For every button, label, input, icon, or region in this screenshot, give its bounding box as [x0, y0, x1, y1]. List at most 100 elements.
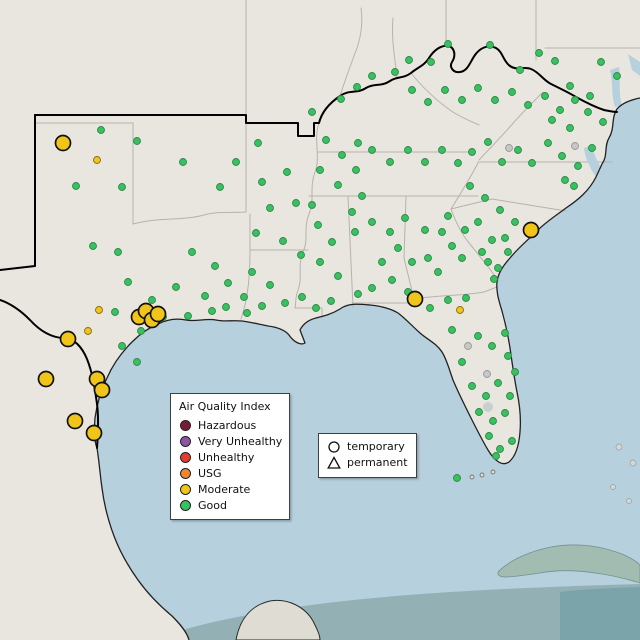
- monitor-dot-good[interactable]: [458, 358, 466, 366]
- monitor-dot-good[interactable]: [421, 158, 429, 166]
- monitor-dot-good[interactable]: [266, 204, 274, 212]
- monitor-dot-good[interactable]: [172, 283, 180, 291]
- monitor-dot-good[interactable]: [137, 327, 145, 335]
- monitor-dot-good[interactable]: [613, 72, 621, 80]
- monitor-dot-good[interactable]: [386, 158, 394, 166]
- monitor-dot-unknown[interactable]: [483, 370, 491, 378]
- monitor-dot-moderate-temporary[interactable]: [66, 412, 84, 430]
- monitor-dot-good[interactable]: [222, 303, 230, 311]
- monitor-dot-good[interactable]: [351, 228, 359, 236]
- monitor-dot-good[interactable]: [570, 182, 578, 190]
- monitor-dot-good[interactable]: [133, 358, 141, 366]
- monitor-dot-good[interactable]: [358, 192, 366, 200]
- monitor-dot-good[interactable]: [496, 206, 504, 214]
- monitor-dot-good[interactable]: [584, 108, 592, 116]
- monitor-dot-good[interactable]: [308, 201, 316, 209]
- monitor-dot-good[interactable]: [597, 58, 605, 66]
- monitor-dot-good[interactable]: [216, 183, 224, 191]
- monitor-dot-good[interactable]: [184, 312, 192, 320]
- monitor-dot-good[interactable]: [224, 279, 232, 287]
- monitor-dot-moderate-temporary[interactable]: [37, 370, 55, 388]
- monitor-dot-good[interactable]: [118, 183, 126, 191]
- monitor-dot-good[interactable]: [586, 92, 594, 100]
- monitor-dot-unknown[interactable]: [505, 144, 513, 152]
- monitor-dot-moderate-temporary[interactable]: [406, 290, 424, 308]
- monitor-dot-good[interactable]: [118, 342, 126, 350]
- monitor-dot-good[interactable]: [201, 292, 209, 300]
- monitor-dot-moderate[interactable]: [84, 327, 92, 335]
- monitor-dot-good[interactable]: [501, 234, 509, 242]
- monitor-dot-good[interactable]: [297, 251, 305, 259]
- monitor-dot-good[interactable]: [462, 294, 470, 302]
- monitor-dot-good[interactable]: [266, 281, 274, 289]
- monitor-dot-good[interactable]: [458, 96, 466, 104]
- monitor-dot-good[interactable]: [243, 309, 251, 317]
- monitor-dot-good[interactable]: [516, 66, 524, 74]
- monitor-dot-good[interactable]: [444, 296, 452, 304]
- monitor-dot-unknown[interactable]: [464, 342, 472, 350]
- monitor-dot-good[interactable]: [448, 242, 456, 250]
- monitor-dot-good[interactable]: [421, 226, 429, 234]
- monitor-dot-good[interactable]: [316, 258, 324, 266]
- monitor-dot-good[interactable]: [292, 199, 300, 207]
- monitor-dot-good[interactable]: [438, 146, 446, 154]
- monitor-dot-good[interactable]: [474, 84, 482, 92]
- monitor-dot-good[interactable]: [111, 308, 119, 316]
- monitor-dot-good[interactable]: [334, 272, 342, 280]
- monitor-dot-moderate[interactable]: [93, 156, 101, 164]
- monitor-dot-good[interactable]: [511, 218, 519, 226]
- monitor-dot-good[interactable]: [454, 159, 462, 167]
- monitor-dot-good[interactable]: [322, 136, 330, 144]
- monitor-dot-good[interactable]: [426, 304, 434, 312]
- monitor-dot-good[interactable]: [441, 86, 449, 94]
- monitor-dot-good[interactable]: [558, 152, 566, 160]
- monitor-dot-good[interactable]: [504, 248, 512, 256]
- monitor-dot-moderate[interactable]: [456, 306, 464, 314]
- monitor-dot-good[interactable]: [316, 166, 324, 174]
- monitor-dot-good[interactable]: [232, 158, 240, 166]
- monitor-dot-good[interactable]: [434, 268, 442, 276]
- monitor-dot-good[interactable]: [312, 304, 320, 312]
- monitor-dot-good[interactable]: [535, 49, 543, 57]
- monitor-dot-good[interactable]: [248, 268, 256, 276]
- monitor-dot-good[interactable]: [258, 178, 266, 186]
- monitor-dot-good[interactable]: [453, 474, 461, 482]
- monitor-dot-good[interactable]: [484, 258, 492, 266]
- monitor-dot-good[interactable]: [338, 151, 346, 159]
- monitor-dot-good[interactable]: [444, 212, 452, 220]
- monitor-dot-good[interactable]: [378, 258, 386, 266]
- data-points-layer[interactable]: [37, 40, 621, 482]
- monitor-dot-good[interactable]: [308, 108, 316, 116]
- monitor-dot-moderate-temporary[interactable]: [54, 134, 72, 152]
- monitor-dot-good[interactable]: [494, 264, 502, 272]
- monitor-dot-good[interactable]: [566, 82, 574, 90]
- monitor-dot-good[interactable]: [179, 158, 187, 166]
- monitor-dot-good[interactable]: [281, 299, 289, 307]
- monitor-dot-good[interactable]: [492, 452, 500, 460]
- monitor-dot-good[interactable]: [496, 445, 504, 453]
- monitor-dot-good[interactable]: [314, 221, 322, 229]
- monitor-dot-moderate-temporary[interactable]: [149, 305, 167, 323]
- monitor-dot-good[interactable]: [484, 138, 492, 146]
- monitor-dot-good[interactable]: [548, 116, 556, 124]
- monitor-dot-moderate-temporary[interactable]: [93, 381, 111, 399]
- monitor-dot-good[interactable]: [504, 352, 512, 360]
- monitor-dot-good[interactable]: [240, 293, 248, 301]
- monitor-dot-good[interactable]: [438, 228, 446, 236]
- monitor-dot-good[interactable]: [368, 72, 376, 80]
- monitor-dot-good[interactable]: [466, 182, 474, 190]
- monitor-dot-moderate[interactable]: [95, 306, 103, 314]
- monitor-dot-good[interactable]: [394, 244, 402, 252]
- monitor-dot-good[interactable]: [89, 242, 97, 250]
- monitor-dot-good[interactable]: [508, 437, 516, 445]
- monitor-dot-good[interactable]: [148, 296, 156, 304]
- monitor-dot-good[interactable]: [354, 139, 362, 147]
- monitor-dot-good[interactable]: [458, 254, 466, 262]
- monitor-dot-good[interactable]: [424, 254, 432, 262]
- monitor-dot-moderate-temporary[interactable]: [59, 330, 77, 348]
- monitor-dot-good[interactable]: [368, 218, 376, 226]
- monitor-dot-good[interactable]: [489, 417, 497, 425]
- monitor-dot-good[interactable]: [551, 57, 559, 65]
- monitor-dot-good[interactable]: [574, 162, 582, 170]
